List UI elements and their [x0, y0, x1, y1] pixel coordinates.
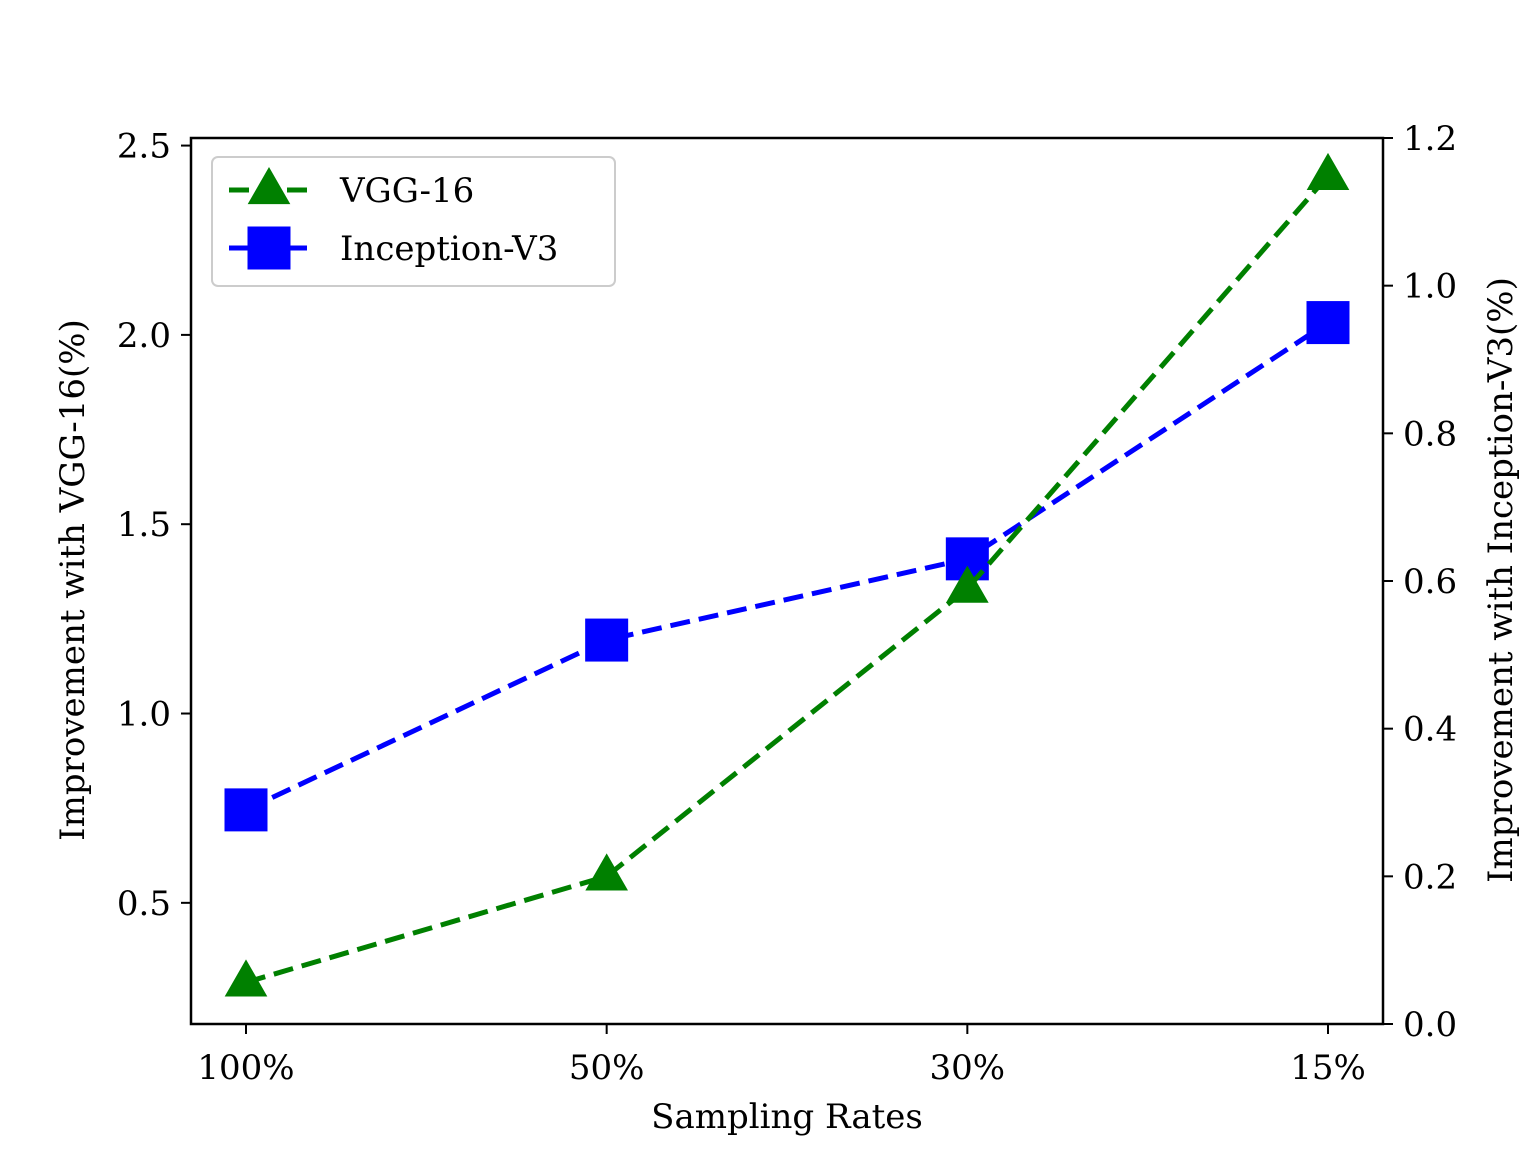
y-axis-label-right: Improvement with Inception-V3(%)	[1481, 277, 1521, 883]
y-tick-label-right: 0.0	[1403, 1005, 1457, 1045]
series-line-inception-v3	[244, 320, 1330, 813]
y-tick-label-right: 0.6	[1403, 562, 1457, 602]
y-tick-label-left: 2.0	[117, 316, 171, 356]
data-point-inception-v3	[585, 618, 629, 662]
y-tick-label-left: 2.5	[117, 127, 171, 167]
legend-label-vgg-16: VGG-16	[339, 171, 474, 211]
data-point-vgg-16	[585, 853, 628, 891]
data-point-vgg-16	[1306, 152, 1350, 191]
series-line-vgg-16	[245, 174, 1330, 985]
legend-marker-inception-v3	[247, 226, 291, 270]
y-axis-label-left: Improvement with VGG-16(%)	[53, 319, 93, 841]
legend-box	[211, 156, 616, 287]
data-point-inception-v3	[224, 788, 268, 832]
y-tick-label-left: 1.0	[117, 695, 171, 735]
data-point-vgg-16	[946, 565, 989, 603]
data-point-vgg-16	[224, 959, 268, 997]
x-tick-label: 30%	[930, 1048, 1006, 1088]
x-axis-label: Sampling Rates	[651, 1097, 923, 1137]
series-layer	[224, 152, 1350, 997]
y-tick-label-right: 1.2	[1403, 119, 1457, 159]
y-tick-label-right: 1.0	[1403, 267, 1457, 307]
y-tick-label-right: 0.2	[1403, 857, 1457, 897]
legend-label-inception-v3: Inception-V3	[340, 229, 558, 269]
y-tick-label-right: 0.8	[1403, 414, 1457, 454]
x-tick-label: 50%	[569, 1048, 645, 1088]
legend-marker-vgg-16	[247, 166, 291, 205]
y-tick-label-right: 0.4	[1403, 710, 1457, 750]
axes-layer: 100% 50% 30% 15% 0.5 1.0 1.5 2.0 2.5 0.0 0.2 0.4 0.6…	[117, 119, 1457, 1088]
data-point-inception-v3	[1306, 301, 1350, 345]
x-tick-label: 15%	[1290, 1048, 1366, 1088]
y-tick-label-left: 1.5	[117, 505, 171, 545]
y-tick-label-left: 0.5	[117, 884, 171, 924]
x-tick-label: 100%	[197, 1048, 294, 1088]
legend: VGG-16 Inception-V3	[211, 156, 616, 287]
